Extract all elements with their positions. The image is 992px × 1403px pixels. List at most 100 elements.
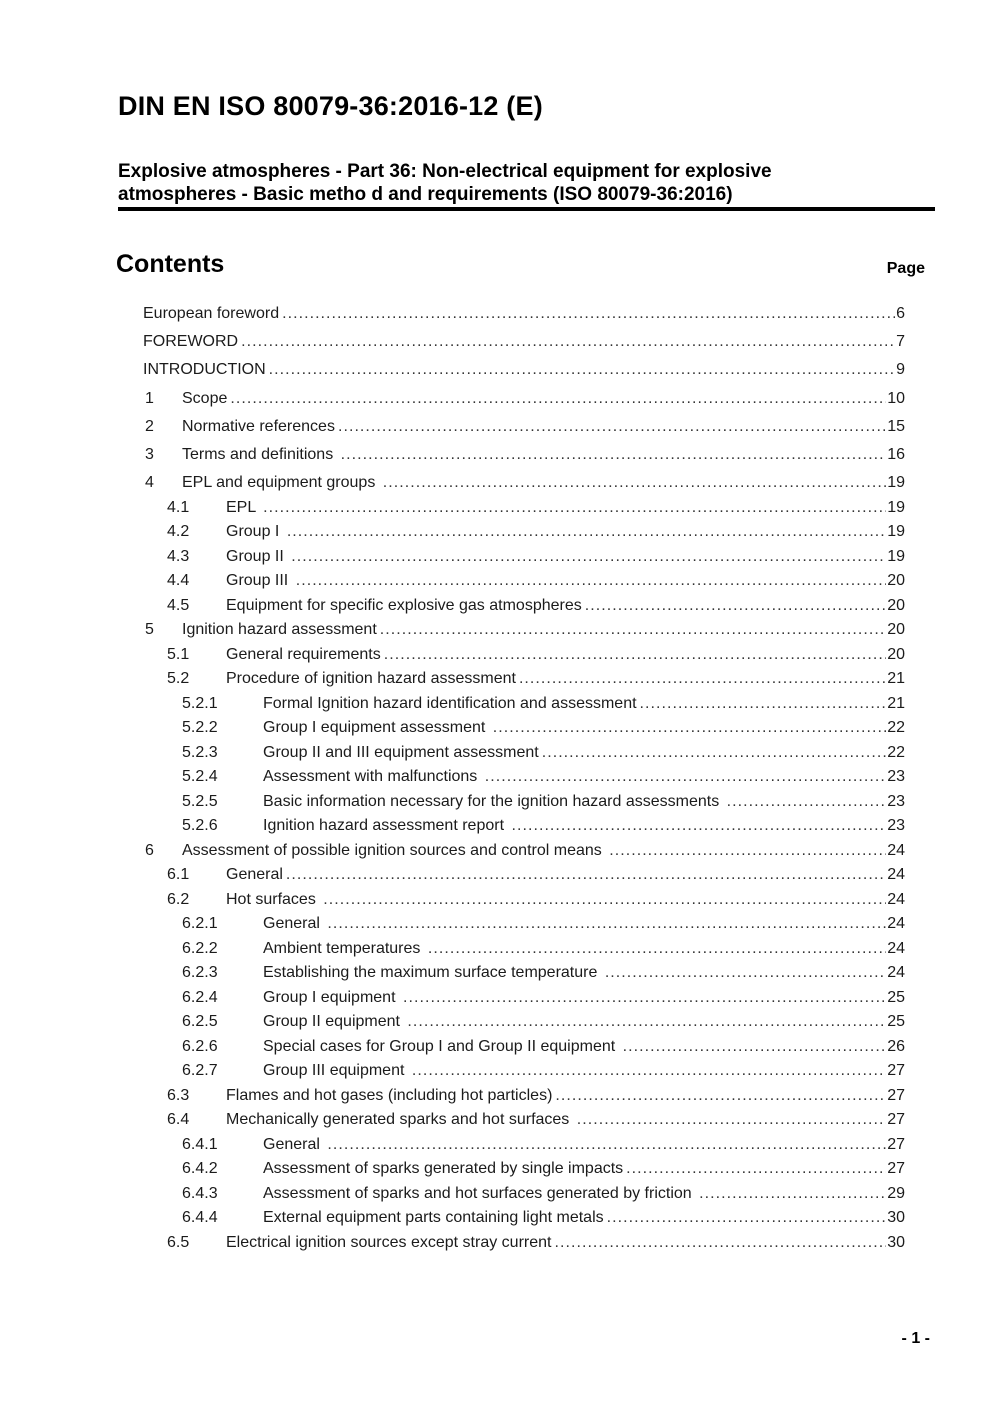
page-title: DIN EN ISO 80079-36:2016-12 (E) bbox=[118, 91, 543, 121]
toc-entry-page: 23 bbox=[887, 792, 905, 810]
toc-entry-page: 24 bbox=[887, 890, 905, 908]
toc-entry-label: FOREWORD bbox=[143, 333, 239, 351]
toc-entry-label: Ignition hazard assessment bbox=[182, 621, 377, 639]
toc-entry-number: 5.2.4 bbox=[182, 768, 218, 786]
toc-entry-number: 4.4 bbox=[167, 572, 190, 590]
toc-entry-page: 24 bbox=[887, 915, 905, 933]
toc-entry-number: 5.2.3 bbox=[182, 743, 218, 761]
toc-entry-label: Scope bbox=[182, 389, 228, 407]
toc-entry-number: 6.2.1 bbox=[182, 915, 218, 933]
toc-entry-page: 20 bbox=[887, 596, 905, 614]
toc-entry-label: Group II and III equipment assessment bbox=[263, 743, 539, 761]
toc-entry-label: Special cases for Group I and Group II e… bbox=[263, 1037, 620, 1055]
toc-entry-number: 6.3 bbox=[167, 1086, 190, 1104]
toc-entry-label: Equipment for specific explosive gas atm… bbox=[226, 596, 582, 614]
toc-row: 5.2.6 Ignition hazard assessment report … bbox=[143, 814, 905, 839]
toc-entry-label: General bbox=[263, 915, 325, 933]
title-underline-rule bbox=[118, 207, 935, 211]
toc-entry-label: Group III equipment bbox=[263, 1062, 409, 1080]
toc-leader-dots: ........................................… bbox=[576, 1111, 886, 1129]
toc-entry-label: Normative references bbox=[182, 417, 335, 435]
toc-leader-dots: ........................................… bbox=[555, 1086, 886, 1104]
toc-row: 6.2.3 Establishing the maximum surface t… bbox=[143, 961, 905, 986]
toc-entry-page: 24 bbox=[887, 866, 905, 884]
toc-entry-label: INTRODUCTION bbox=[143, 361, 266, 379]
toc-entry-label: Group III bbox=[226, 572, 293, 590]
toc-leader-dots: ........................................… bbox=[411, 1062, 886, 1080]
toc-entry-page: 22 bbox=[887, 743, 905, 761]
toc-entry-page: 27 bbox=[887, 1111, 905, 1129]
toc-entry-number: 6.2 bbox=[167, 890, 190, 908]
toc-entry-page: 19 bbox=[887, 474, 905, 492]
subtitle-line-1: Explosive atmospheres - Part 36: Non-ele… bbox=[118, 161, 772, 182]
toc-entry-label: Flames and hot gases (including hot part… bbox=[226, 1086, 553, 1104]
toc-row: 4.5 Equipment for specific explosive gas… bbox=[143, 594, 905, 619]
toc-row: 4.3 Group II ...........................… bbox=[143, 545, 905, 570]
toc-leader-dots: ........................................… bbox=[379, 621, 886, 639]
toc-entry-label: General bbox=[263, 1135, 325, 1153]
toc-entry-page: 20 bbox=[887, 645, 905, 663]
toc-entry-label: Assessment of possible ignition sources … bbox=[182, 841, 607, 859]
toc-entry-page: 20 bbox=[887, 572, 905, 590]
toc-entry-label: Mechanically generated sparks and hot su… bbox=[226, 1111, 574, 1129]
toc-row: 5.2.5 Basic information necessary for th… bbox=[143, 790, 905, 815]
toc-leader-dots: ........................................… bbox=[639, 694, 887, 712]
toc-leader-dots: ........................................… bbox=[606, 1209, 887, 1227]
toc-entry-page: 22 bbox=[887, 719, 905, 737]
toc-leader-dots: ........................................… bbox=[609, 841, 887, 859]
toc-entry-label: Electrical ignition sources except stray… bbox=[226, 1233, 552, 1251]
toc-entry-number: 1 bbox=[145, 389, 154, 407]
toc-row: 4 EPL and equipment groups .............… bbox=[143, 471, 905, 496]
toc-row: 3 Terms and definitions ................… bbox=[143, 443, 905, 468]
toc-row: 6.2 Hot surfaces .......................… bbox=[143, 888, 905, 913]
toc-entry-number: 4 bbox=[145, 474, 154, 492]
toc-entry-number: 4.3 bbox=[167, 547, 190, 565]
toc-entry-label: Assessment of sparks and hot surfaces ge… bbox=[263, 1184, 697, 1202]
toc-row: 4.4 Group III ..........................… bbox=[143, 569, 905, 594]
toc-leader-dots: ........................................… bbox=[511, 817, 886, 835]
toc-row: 5.2.2 Group I equipment assessment .....… bbox=[143, 716, 905, 741]
toc-entry-label: Basic information necessary for the igni… bbox=[263, 792, 724, 810]
toc-entry-label: Group II equipment bbox=[263, 1013, 405, 1031]
toc-entry-label: General requirements bbox=[226, 645, 381, 663]
toc-leader-dots: ........................................… bbox=[230, 389, 886, 407]
toc-row: 6.2.7 Group III equipment ..............… bbox=[143, 1059, 905, 1084]
toc-leader-dots: ........................................… bbox=[427, 939, 886, 957]
toc-entry-page: 27 bbox=[887, 1135, 905, 1153]
toc-row: 6.2.4 Group I equipment ................… bbox=[143, 986, 905, 1011]
toc-entry-page: 23 bbox=[887, 817, 905, 835]
toc-entry-label: EPL bbox=[226, 498, 261, 516]
page-column-label: Page bbox=[886, 260, 925, 277]
toc-leader-dots: ........................................… bbox=[726, 792, 887, 810]
toc-entry-label: Ignition hazard assessment report bbox=[263, 817, 509, 835]
toc-row: INTRODUCTION ...........................… bbox=[143, 358, 905, 383]
toc-entry-number: 6.5 bbox=[167, 1233, 190, 1251]
toc-row: 6.3 Flames and hot gases (including hot … bbox=[143, 1084, 905, 1109]
toc-leader-dots: ........................................… bbox=[337, 417, 887, 435]
toc-leader-dots: ........................................… bbox=[382, 474, 886, 492]
toc-entry-label: Terms and definitions bbox=[182, 445, 338, 463]
toc-row: 6.2.5 Group II equipment ...............… bbox=[143, 1010, 905, 1035]
toc-leader-dots: ........................................… bbox=[584, 596, 887, 614]
toc-entry-label: Group I equipment assessment bbox=[263, 719, 490, 737]
toc-leader-dots: ........................................… bbox=[282, 305, 895, 322]
toc-leader-dots: ........................................… bbox=[323, 890, 887, 908]
toc-entry-page: 7 bbox=[896, 333, 905, 351]
subtitle-line-2: atmospheres - Basic metho d and requirem… bbox=[118, 183, 733, 205]
toc-entry-page: 9 bbox=[896, 361, 905, 379]
toc-row: 6.4.3 Assessment of sparks and hot surfa… bbox=[143, 1182, 905, 1207]
toc-entry-label: Assessment of sparks generated by single… bbox=[263, 1160, 624, 1178]
toc-leader-dots: ........................................… bbox=[554, 1233, 886, 1251]
toc-leader-dots: ........................................… bbox=[626, 1160, 887, 1178]
toc-row: 5.2 Procedure of ignition hazard assessm… bbox=[143, 667, 905, 692]
toc-leader-dots: ........................................… bbox=[402, 988, 887, 1006]
toc-entry-number: 6.4.4 bbox=[182, 1209, 218, 1227]
toc-leader-dots: ........................................… bbox=[241, 333, 896, 351]
toc-leader-dots: ........................................… bbox=[383, 645, 886, 663]
toc-entry-page: 21 bbox=[887, 694, 905, 712]
toc-leader-dots: ........................................… bbox=[285, 866, 887, 884]
toc-entry-page: 25 bbox=[887, 988, 905, 1006]
toc-entry-number: 2 bbox=[145, 417, 154, 435]
toc-row: 6.4 Mechanically generated sparks and ho… bbox=[143, 1108, 905, 1133]
